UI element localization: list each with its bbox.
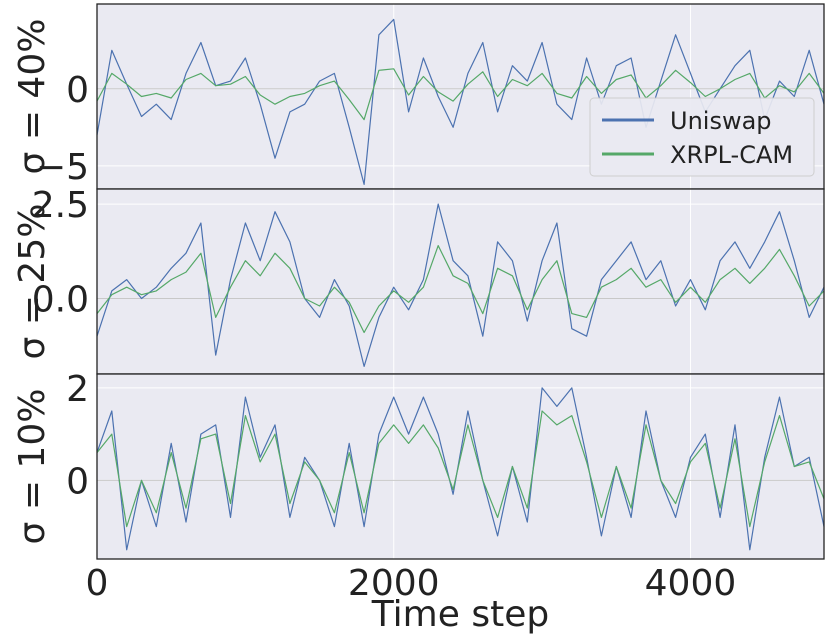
y-tick-label: 0	[66, 70, 89, 111]
x-axis-label: Time step	[371, 594, 549, 635]
panel-background-2	[97, 374, 824, 559]
legend-label: XRPL-CAM	[670, 141, 793, 169]
x-tick-label: 2000	[348, 563, 440, 604]
y-tick-label: −5	[36, 147, 89, 188]
series-line-xrpl-cam-panel-1	[96, 245, 825, 334]
y-axis-label: σ = 25%	[12, 204, 53, 360]
panel-background-1	[97, 189, 824, 374]
legend-box	[589, 97, 815, 177]
y-tick-label: 2.5	[32, 185, 89, 226]
y-tick-label: 2	[66, 369, 89, 410]
panel-frame-2	[96, 373, 825, 560]
legend-label: Uniswap	[670, 107, 772, 135]
y-axis-label: σ = 10%	[12, 389, 53, 545]
x-tick-label: 4000	[645, 563, 737, 604]
series-line-uniswap-panel-1	[96, 203, 825, 367]
x-tick-label: 0	[86, 563, 109, 604]
series-line-uniswap-panel-2	[96, 387, 825, 551]
series-line-xrpl-cam-panel-2	[96, 410, 825, 528]
series-line-xrpl-cam-panel-0	[96, 68, 825, 121]
y-tick-label: 0.0	[32, 279, 89, 320]
y-tick-label: 0	[66, 461, 89, 502]
y-axis-label: σ = 40%	[12, 19, 53, 175]
